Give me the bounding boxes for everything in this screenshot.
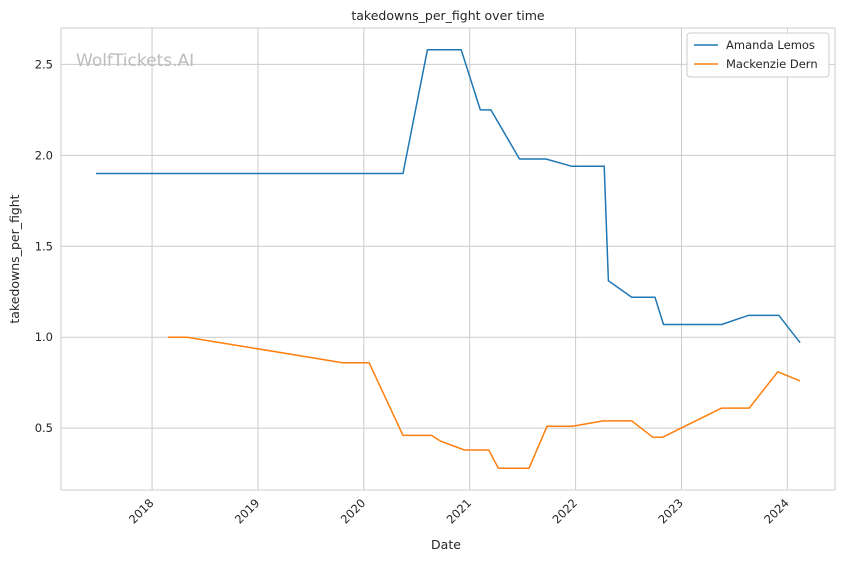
chart-title: takedowns_per_fight over time <box>351 8 545 23</box>
y-axis-label: takedowns_per_fight <box>7 194 22 323</box>
x-tick-label: 2023 <box>655 496 686 527</box>
y-axis-ticks: 0.5 1.0 1.5 2.0 2.5 <box>35 57 53 435</box>
grid-lines <box>61 28 835 490</box>
legend-label: Mackenzie Dern <box>726 57 818 71</box>
x-tick-label: 2018 <box>126 496 157 527</box>
legend-label: Amanda Lemos <box>726 38 815 52</box>
y-tick-label: 1.0 <box>35 330 53 344</box>
legend: Amanda Lemos Mackenzie Dern <box>686 32 830 78</box>
watermark-text: WolfTickets.AI <box>76 51 194 71</box>
legend-box <box>686 32 830 78</box>
plot-frame <box>60 27 836 491</box>
x-tick-label: 2022 <box>549 496 580 527</box>
x-tick-label: 2024 <box>761 496 792 527</box>
y-tick-label: 1.5 <box>35 239 53 253</box>
y-tick-label: 2.5 <box>35 57 53 71</box>
x-tick-label: 2020 <box>338 496 369 527</box>
x-tick-label: 2021 <box>444 496 475 527</box>
series-line-mackenzie-dern <box>167 336 801 469</box>
y-tick-label: 2.0 <box>35 148 53 162</box>
series-layer <box>95 49 801 469</box>
y-tick-label: 0.5 <box>35 421 53 435</box>
x-axis-ticks: 2018 2019 2020 2021 2022 2023 2024 <box>126 496 792 527</box>
x-tick-label: 2019 <box>232 496 263 527</box>
x-axis-label: Date <box>431 537 461 552</box>
series-line-amanda-lemos <box>95 49 801 344</box>
